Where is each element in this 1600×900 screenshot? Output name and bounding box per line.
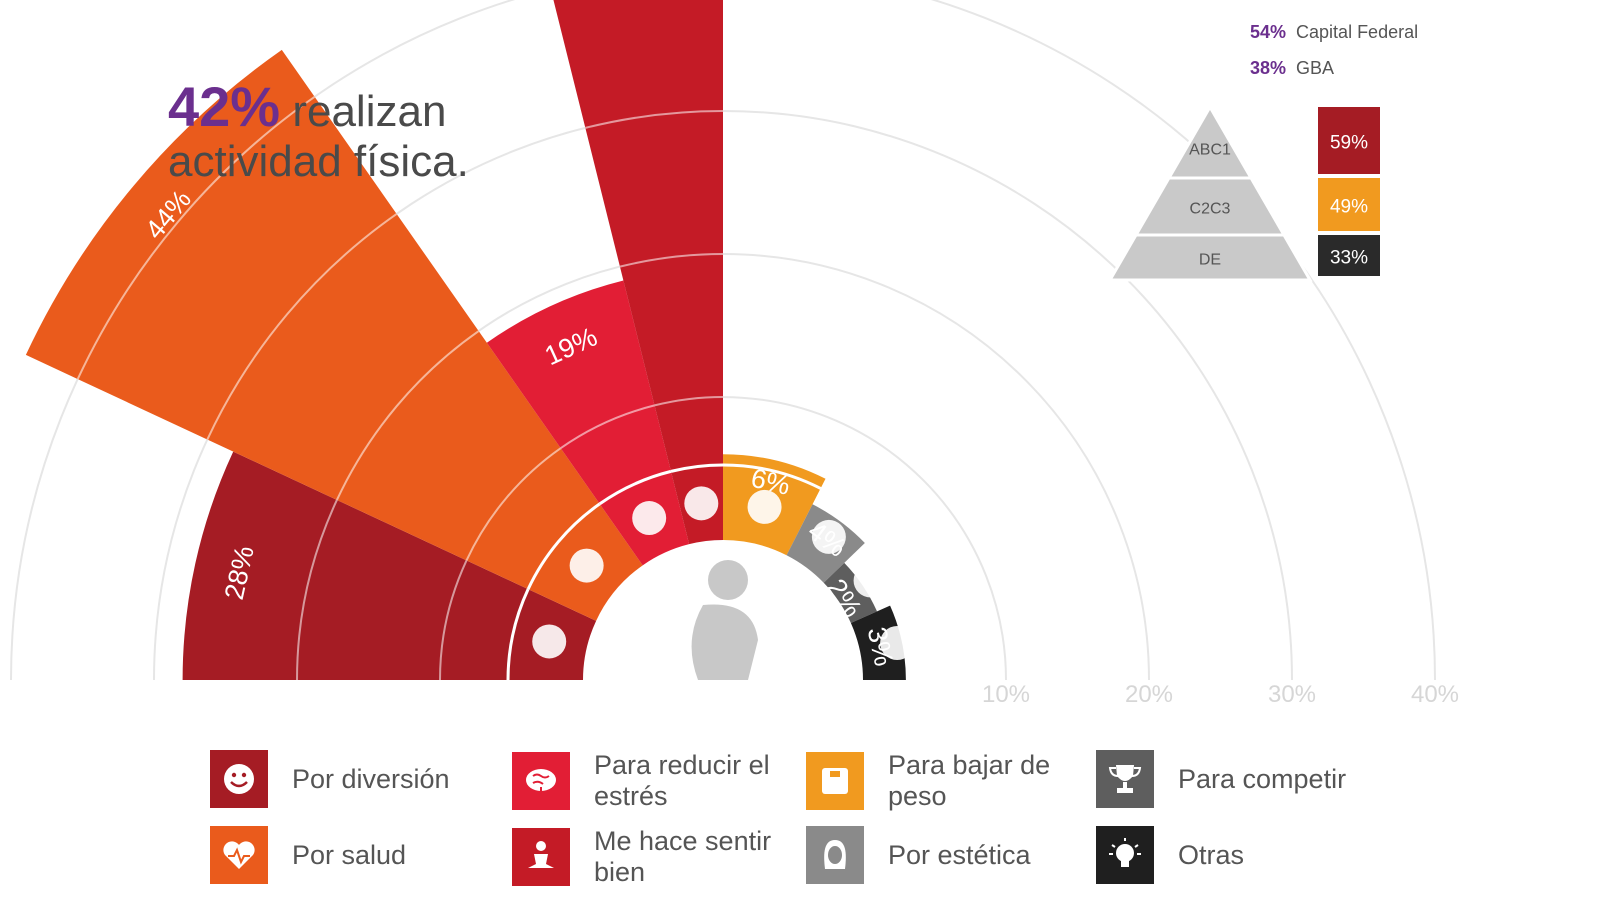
icon-band-competir <box>876 529 921 594</box>
tick-label: 30% <box>1268 681 1316 708</box>
bar-gridline-diversion <box>439 559 468 681</box>
region-gba-label: GBA <box>1296 58 1335 78</box>
pyramid-label-C2C3: C2C3 <box>1190 201 1231 218</box>
bar-otras <box>850 605 906 680</box>
pyramid-value-block-ABC1 <box>1318 107 1380 174</box>
region-gba-percent: 38% <box>1250 58 1287 78</box>
legend-label-peso: Para bajar de peso <box>888 750 1051 811</box>
pyramid-value-block-DE <box>1318 235 1380 276</box>
legend-swatch-salud <box>210 826 268 884</box>
legend-swatch-estres <box>512 752 570 810</box>
legend-swatch-estetica <box>806 826 864 884</box>
legend-item-salud: Por salud <box>210 826 482 884</box>
scale-icon <box>822 768 848 794</box>
bar-diversion <box>182 451 597 680</box>
legend-label-estetica: Por estética <box>888 839 1031 870</box>
bar-gridline-bien <box>654 396 724 407</box>
legend-label-otras: Otras <box>1178 839 1245 870</box>
headline: 42% realizan actividad física. <box>168 79 469 187</box>
legend-swatch-diversion <box>210 750 268 808</box>
legend-swatch-peso <box>806 752 864 810</box>
region-capital-percent: 54% <box>1250 22 1287 42</box>
tick-label: 20% <box>1125 681 1173 708</box>
region-capital: 54% Capital Federal <box>1250 22 1418 43</box>
bar-gridline-estres <box>560 404 655 449</box>
bar-gridline-bien <box>619 253 724 268</box>
headline-line2: actividad física. <box>168 137 469 186</box>
pyramid-level-DE <box>1107 233 1313 282</box>
icon-band-peso <box>722 463 822 490</box>
icon-band-diversion <box>506 588 530 681</box>
legend-item-diversion: Por diversión <box>210 750 482 808</box>
pyramid-value-DE: 33% <box>1330 248 1368 269</box>
legend-label-salud: Por salud <box>292 839 407 870</box>
legend-item-peso: Para bajar de peso <box>806 750 1078 812</box>
region-gba: 38% GBA <box>1250 58 1334 79</box>
icon-band-bien <box>670 463 724 473</box>
heart-pulse-icon <box>569 548 604 583</box>
bar-gridline-salud <box>465 447 562 561</box>
legend-item-estetica: Por estética <box>806 826 1078 884</box>
legend-label-competir: Para competir <box>1178 763 1347 794</box>
pyramid-label-ABC1: ABC1 <box>1189 142 1231 159</box>
region-capital-label: Capital Federal <box>1296 22 1419 42</box>
trophy-icon <box>853 563 888 598</box>
legend-label-estres: Para reducir el estrés <box>594 750 770 811</box>
pyramid-value-C2C3: 49% <box>1330 197 1368 218</box>
bar-gridline-salud <box>206 213 398 440</box>
brain-icon <box>632 501 667 536</box>
trophy-icon <box>1108 765 1142 793</box>
heart-pulse-icon <box>223 841 255 869</box>
pyramid-label-DE: DE <box>1199 252 1221 269</box>
smiley-icon <box>224 764 254 794</box>
legend-label-diversion: Por diversión <box>292 763 450 794</box>
bar-gridline-bien <box>585 110 724 129</box>
legend-item-estres: Para reducir el estrés <box>512 750 784 812</box>
pyramid-value-ABC1: 59% <box>1330 133 1368 154</box>
meditation-icon <box>684 486 719 521</box>
runner-body-icon <box>691 604 758 680</box>
legend-item-otras: Otras <box>1096 826 1368 884</box>
icon-band-salud <box>526 502 601 590</box>
brain-icon <box>526 769 556 793</box>
bar-competir <box>823 562 878 624</box>
tick-label: 10% <box>982 681 1030 708</box>
icon-band-estres <box>598 469 672 506</box>
headline-percent: 42% <box>168 75 281 138</box>
scale-icon <box>747 489 782 524</box>
bar-gridline-salud <box>76 95 316 380</box>
legend-item-competir: Para competir <box>1096 750 1368 808</box>
woman-face-icon <box>824 840 846 869</box>
tick-label: 40% <box>1411 681 1459 708</box>
icon-band-otras <box>918 591 940 681</box>
headline-line1: realizan <box>292 87 447 136</box>
legend-item-bien: Me hace sentir bien <box>512 826 784 888</box>
icon-band-estetica <box>819 487 879 532</box>
legend-swatch-competir <box>1096 750 1154 808</box>
bar-estres <box>486 280 690 566</box>
lightbulb-icon <box>880 625 915 660</box>
legend-swatch-bien <box>512 828 570 886</box>
runner-head-icon <box>708 560 748 600</box>
lightbulb-icon <box>1109 838 1141 867</box>
legend-label-bien: Me hace sentir bien <box>594 826 772 887</box>
bar-bien <box>553 0 723 545</box>
bar-salud <box>25 49 643 621</box>
meditation-icon <box>528 841 554 868</box>
smiley-icon <box>532 624 567 659</box>
woman-face-icon <box>811 519 846 554</box>
pyramid-value-block-C2C3 <box>1318 178 1380 231</box>
bar-gridline-diversion <box>296 499 338 681</box>
bar-gridline-salud <box>336 330 480 501</box>
legend-swatch-otras <box>1096 826 1154 884</box>
